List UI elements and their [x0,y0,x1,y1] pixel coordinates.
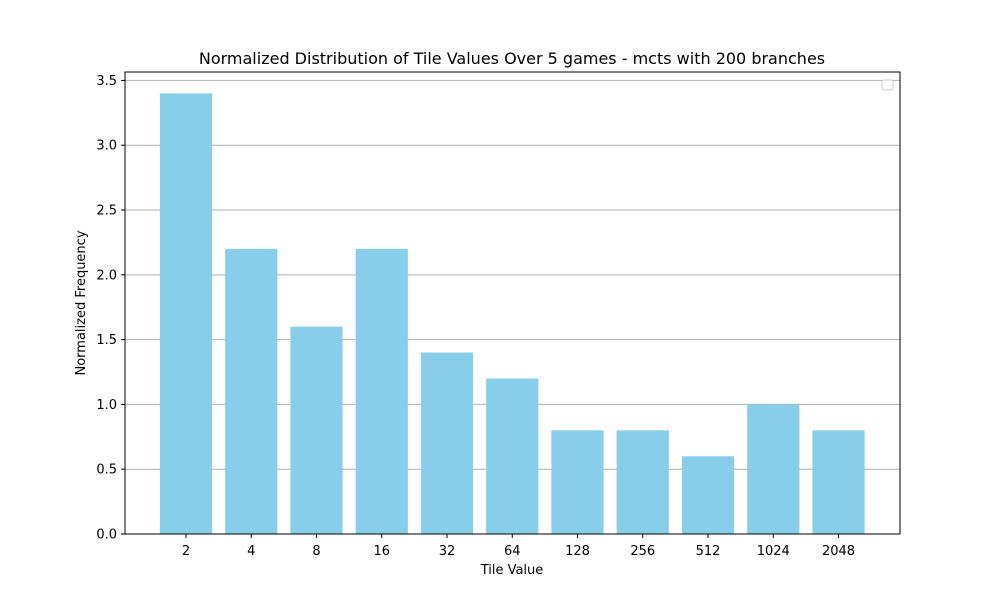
bar-8 [290,326,343,534]
bar-32 [420,352,474,534]
bar-16 [355,248,408,534]
y-tick-label: 3.0 [96,139,117,154]
y-axis-ticks: 0.0 0.5 1.0 1.5 2.0 2.5 3.0 3.5 [96,74,125,543]
x-tick-label: 4 [247,544,255,559]
y-axis-label: Normalized Frequency [74,230,89,375]
y-tick-label: 0.5 [96,463,117,478]
y-tick-label: 0.0 [96,528,117,543]
bar-2048 [812,430,865,534]
x-tick-label: 64 [504,544,521,559]
x-tick-label: 2 [182,544,190,559]
y-tick-label: 2.0 [96,268,117,283]
x-axis-ticks: 2 4 8 16 32 64 128 256 512 1024 2048 [182,534,855,559]
x-tick-label: 2048 [822,544,855,559]
x-tick-label: 128 [565,544,590,559]
bar-1024 [747,404,800,534]
bar-2 [159,93,213,535]
bar-256 [616,430,669,534]
x-tick-label: 16 [373,544,390,559]
y-tick-label: 2.5 [96,204,117,219]
bar-4 [225,248,278,534]
x-tick-label: 1024 [757,544,790,559]
y-tick-label: 1.5 [96,333,117,348]
bars [159,93,865,535]
legend-box [881,79,894,91]
y-tick-label: 1.0 [96,398,117,413]
bar-128 [551,430,604,534]
x-tick-label: 256 [630,544,655,559]
x-axis-label: Tile Value [480,563,544,578]
y-tick-label: 3.5 [96,74,117,89]
bar-64 [486,378,539,534]
chart-title: Normalized Distribution of Tile Values O… [199,49,825,68]
x-tick-label: 8 [312,544,320,559]
x-tick-label: 512 [696,544,721,559]
bar-512 [681,456,735,534]
x-tick-label: 32 [439,544,456,559]
